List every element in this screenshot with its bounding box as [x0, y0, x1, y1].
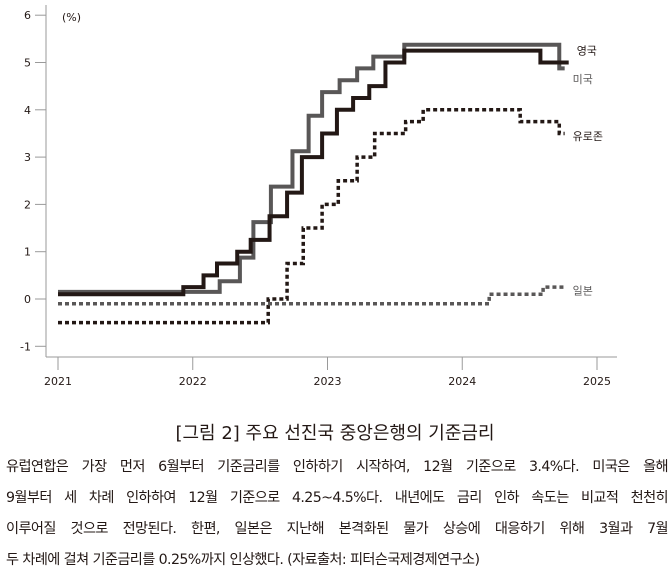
body-text: 유럽연합은 가장 먼저 6월부터 기준금리를 인하하기 시작하여, 12월 기준…: [6, 452, 669, 576]
y-tick-label: 0: [24, 293, 31, 306]
figure-caption: [그림 2] 주요 선진국 중앙은행의 기준금리: [175, 423, 495, 444]
series-label: 유로존: [573, 130, 603, 143]
x-tick-label: 2021: [44, 375, 72, 388]
series-label: 영국: [577, 45, 597, 58]
y-tick-label: 6: [24, 9, 31, 22]
x-tick-label: 2022: [179, 375, 207, 388]
y-tick-label: 2: [24, 198, 31, 211]
series-label: 일본: [573, 283, 593, 297]
y-tick-label: 4: [24, 104, 31, 117]
y-tick-label: 1: [24, 246, 31, 259]
body-line: 이루어질 것으로 전망된다. 한편, 일본은 지난해 본격화된 물가 상승에 대…: [6, 521, 669, 537]
x-tick-label: 2025: [583, 375, 611, 388]
axes: -1 0 1 2 3 4 5 6 2021 2022 2023 2024 2025: [20, 5, 617, 388]
body-line: 두 차례에 걸쳐 기준금리를 0.25%까지 인상했다. (자료출처: 피터슨국…: [6, 552, 480, 568]
body-line: 9월부터 세 차례 인하하여 12월 기준으로 4.25~4.5%다. 내년에도…: [6, 490, 669, 506]
series-lines: [58, 42, 569, 325]
series-line-영국: [58, 48, 569, 297]
x-tick-label: 2024: [448, 375, 476, 388]
series-line-유로존: [58, 108, 565, 325]
y-tick-label: 5: [24, 57, 31, 70]
y-tick-label: -1: [20, 340, 31, 353]
x-tick-label: 2023: [314, 375, 342, 388]
y-axis-unit: (%): [62, 11, 81, 24]
series-label: 미국: [573, 73, 593, 86]
series-line-미국: [58, 42, 565, 294]
series-line-일본: [58, 285, 565, 306]
body-line: 유럽연합은 가장 먼저 6월부터 기준금리를 인하하기 시작하여, 12월 기준…: [6, 459, 669, 475]
y-tick-label: 3: [24, 151, 31, 164]
